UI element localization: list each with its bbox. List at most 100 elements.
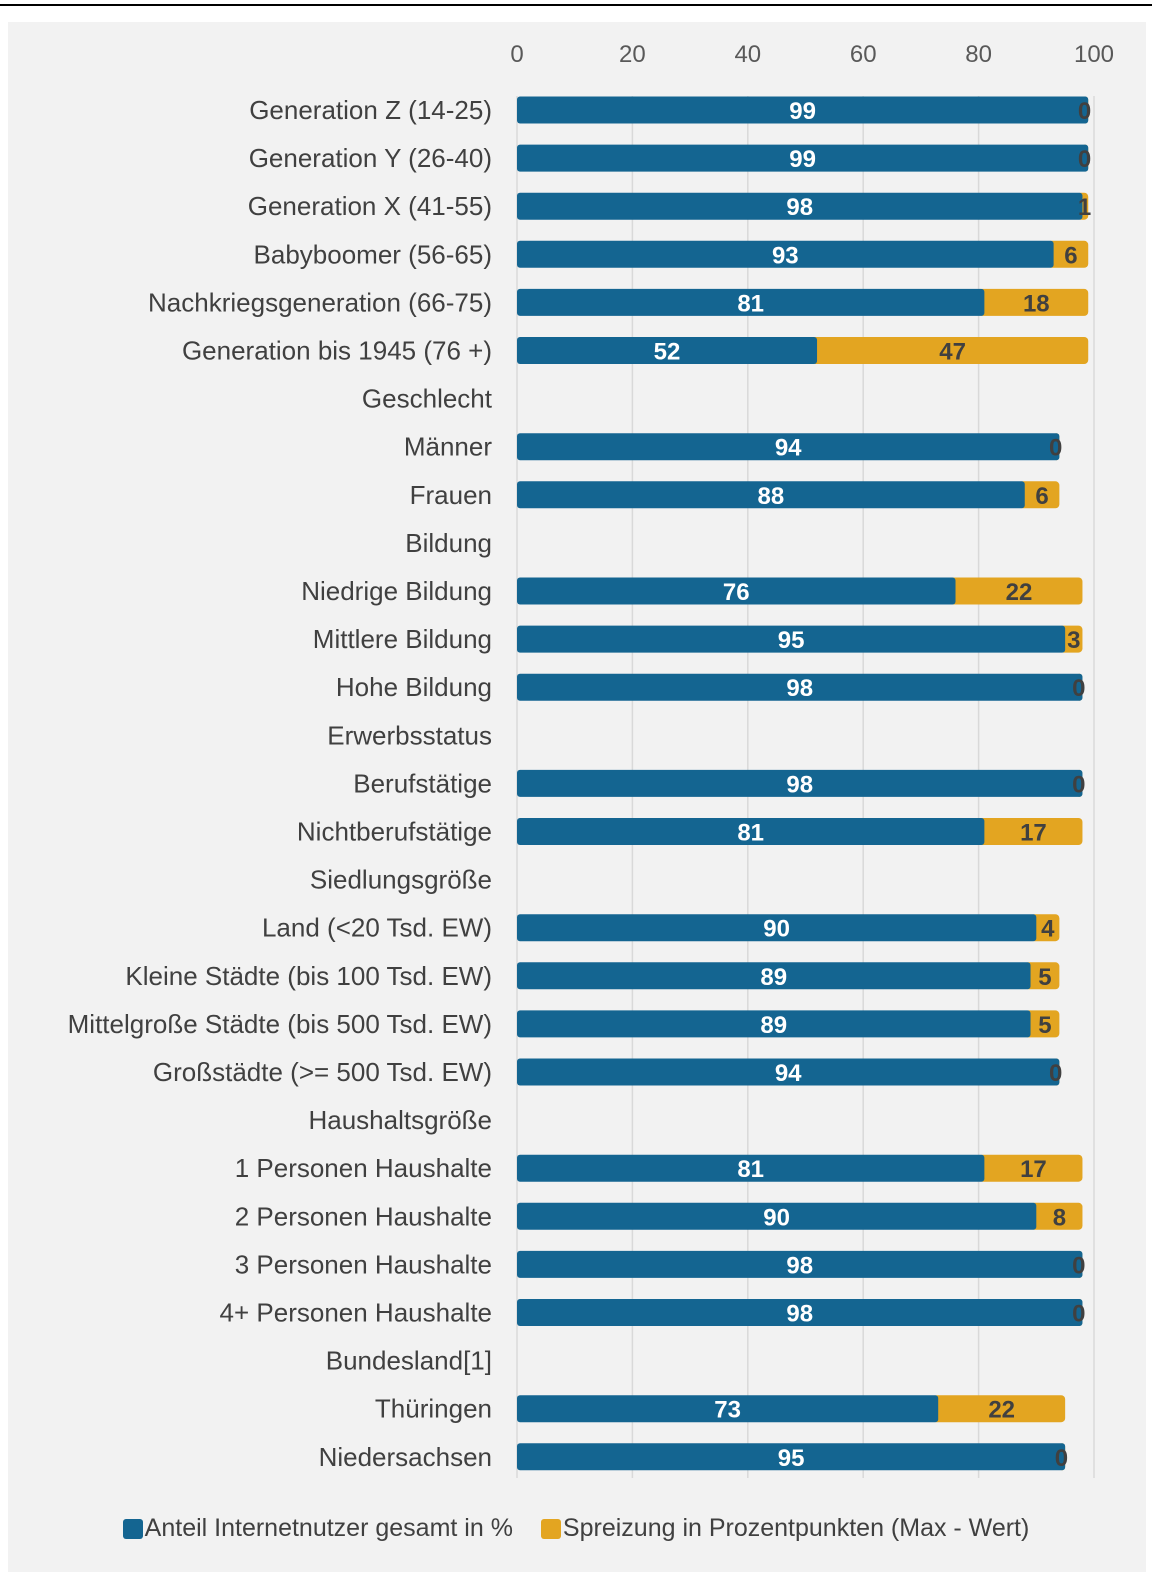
data-label-spreizung: 3 [1067,627,1080,654]
data-label-anteil: 89 [760,1012,787,1039]
category-label: Haushaltsgröße [308,1105,492,1135]
data-label-anteil: 76 [723,579,750,606]
data-label-anteil: 52 [654,339,681,366]
category-label: Thüringen [375,1394,492,1424]
bar-anteil [517,914,1037,942]
bar-anteil [517,288,985,316]
category-label: 1 Personen Haushalte [235,1153,492,1183]
bar-anteil [517,96,1089,124]
bar-anteil [517,769,1083,797]
bar-anteil [517,577,956,605]
bar-spreizung [949,577,1083,605]
category-label: Siedlungsgröße [310,865,492,895]
category-label: Frauen [410,480,492,510]
data-label-spreizung: 22 [988,1397,1015,1424]
data-label-anteil: 99 [789,98,816,125]
category-label: Niedersachsen [319,1442,492,1472]
category-label: Generation bis 1945 (76 +) [182,336,492,366]
data-label-anteil: 94 [775,435,802,462]
bar-spreizung [1047,240,1089,268]
bar-anteil [517,240,1054,268]
data-label-anteil: 89 [760,964,787,991]
data-label-spreizung: 0 [1049,1060,1062,1087]
data-label-spreizung: 0 [1072,1252,1085,1279]
category-label: Mittelgroße Städte (bis 500 Tsd. EW) [68,1009,492,1039]
data-label-spreizung: 5 [1038,1012,1051,1039]
data-label-anteil: 81 [737,290,764,317]
bar-spreizung [1018,481,1060,509]
bar-spreizung [1024,1010,1060,1038]
bar-spreizung [811,337,1089,364]
bar-anteil [517,673,1083,701]
data-label-spreizung: 47 [939,339,966,366]
bar-spreizung [1030,914,1060,942]
bar-anteil [517,144,1089,172]
category-label: Generation X (41-55) [248,191,492,221]
category-label: Geschlecht [362,384,493,414]
category-label: 3 Personen Haushalte [235,1249,492,1279]
data-label-anteil: 99 [789,146,816,173]
bar-anteil [517,1395,939,1423]
data-label-anteil: 90 [763,916,790,943]
data-label-spreizung: 6 [1035,483,1048,510]
x-tick-label: 100 [1074,41,1114,68]
bar-anteil [517,192,1083,220]
data-label-spreizung: 0 [1072,1301,1085,1328]
data-label-anteil: 93 [772,242,799,269]
category-label: Nachkriegsgeneration (66-75) [148,287,492,317]
category-label: Land (<20 Tsd. EW) [262,913,492,943]
data-label-spreizung: 5 [1038,964,1051,991]
category-label: 4+ Personen Haushalte [220,1298,492,1328]
top-rule [0,4,1152,6]
category-label: Männer [404,432,492,462]
bar-anteil [517,1443,1066,1471]
legend-label-series-1: Anteil Internetnutzer gesamt in % [144,1514,513,1542]
bar-anteil [517,1010,1031,1038]
category-label: 2 Personen Haushalte [235,1201,492,1231]
data-label-spreizung: 18 [1023,290,1050,317]
bar-anteil [517,962,1031,990]
data-label-anteil: 98 [786,1301,813,1328]
category-label: Großstädte (>= 500 Tsd. EW) [153,1057,492,1087]
data-label-spreizung: 0 [1055,1445,1068,1472]
bar-spreizung [978,818,1083,845]
x-tick-label: 40 [734,41,761,68]
bar-anteil [517,1058,1060,1086]
data-label-spreizung: 22 [1006,579,1033,606]
x-tick-label: 60 [850,41,877,68]
data-label-spreizung: 17 [1020,1156,1047,1183]
category-label: Bildung [405,528,492,558]
data-label-anteil: 98 [786,194,813,221]
bar-spreizung [1024,962,1060,990]
data-label-anteil: 95 [778,1445,805,1472]
data-label-anteil: 90 [763,1204,790,1231]
bar-anteil [517,481,1025,509]
legend: Anteil Internetnutzer gesamt in % Spreiz… [0,1514,1152,1543]
data-label-spreizung: 0 [1078,146,1091,173]
legend-item-series-2: Spreizung in Prozentpunkten (Max - Wert) [540,1514,1030,1543]
category-label: Erwerbsstatus [327,720,492,750]
data-label-spreizung: 0 [1072,675,1085,702]
category-label: Berufstätige [353,768,492,798]
legend-label-series-2: Spreizung in Prozentpunkten (Max - Wert) [562,1514,1030,1542]
x-tick-label: 80 [965,41,992,68]
data-label-anteil: 73 [714,1397,741,1424]
bar-spreizung [978,288,1089,316]
data-label-anteil: 81 [737,1156,764,1183]
data-label-spreizung: 0 [1049,435,1062,462]
category-label: Hohe Bildung [336,672,492,702]
legend-swatch-series-2 [540,1518,561,1539]
data-label-spreizung: 4 [1041,916,1055,943]
category-label: Nichtberufstätige [297,817,492,847]
bar-spreizung [1030,1202,1083,1230]
data-label-spreizung: 1 [1078,194,1091,221]
bar-anteil [517,818,985,845]
x-tick-label: 20 [619,41,646,68]
data-label-spreizung: 0 [1078,98,1091,125]
bar-anteil [517,1299,1083,1326]
category-label: Generation Y (26-40) [249,143,492,173]
data-label-anteil: 98 [786,1252,813,1279]
data-label-spreizung: 6 [1064,242,1077,269]
legend-item-series-1: Anteil Internetnutzer gesamt in % [122,1514,513,1543]
